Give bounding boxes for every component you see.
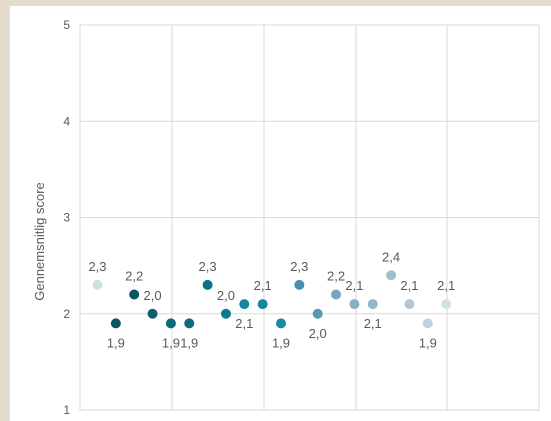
data-label: 1,9 [419,335,437,350]
data-label: 2,1 [254,278,272,293]
data-point [422,318,433,329]
data-label: 1,9 [272,335,290,350]
data-label: 2,0 [309,326,327,341]
y-tick-label: 4 [63,114,70,128]
data-label: 2,1 [400,278,418,293]
data-point [257,299,268,310]
data-label: 2,1 [437,278,455,293]
data-point [147,308,158,319]
data-label: 2,1 [235,316,253,331]
y-axis-ticks: 1 2 3 4 5 [63,18,70,417]
data-label: 1,9 [107,335,125,350]
y-tick-label: 3 [63,211,70,225]
data-point [165,318,176,329]
data-point [367,299,378,310]
data-point [276,318,286,329]
y-tick-label: 5 [63,18,70,32]
data-point [110,318,121,329]
data-point [386,270,397,281]
data-points [92,270,452,329]
data-point [294,279,305,290]
data-point [92,279,103,290]
data-point [331,289,342,300]
data-label: 2,3 [290,259,308,274]
data-label: 2,2 [125,269,143,284]
data-point [239,299,250,310]
data-point [202,279,213,290]
data-label: 2,0 [144,288,162,303]
data-point [312,308,323,319]
y-tick-label: 1 [63,403,70,417]
data-label: 2,4 [382,249,400,264]
grid [79,24,540,411]
data-point [129,289,140,300]
data-label: 2,1 [345,278,363,293]
data-point [220,308,231,319]
data-label: 2,3 [88,259,106,274]
data-point [441,299,452,310]
y-tick-label: 2 [63,307,70,321]
data-label: 2,3 [199,259,217,274]
data-label: 2,2 [327,269,345,284]
data-label: 1,9 [162,335,180,350]
data-labels: 2,31,92,22,01,9 1,92,32,02,12,11,92,32,02… [88,249,455,350]
data-label: 2,1 [364,316,382,331]
data-point [184,318,195,329]
data-label: 2,0 [217,288,235,303]
data-point [404,299,415,310]
data-point [349,299,360,310]
y-axis-label: Gennemsnitlig score [32,182,47,301]
data-label: 1,9 [180,335,198,350]
